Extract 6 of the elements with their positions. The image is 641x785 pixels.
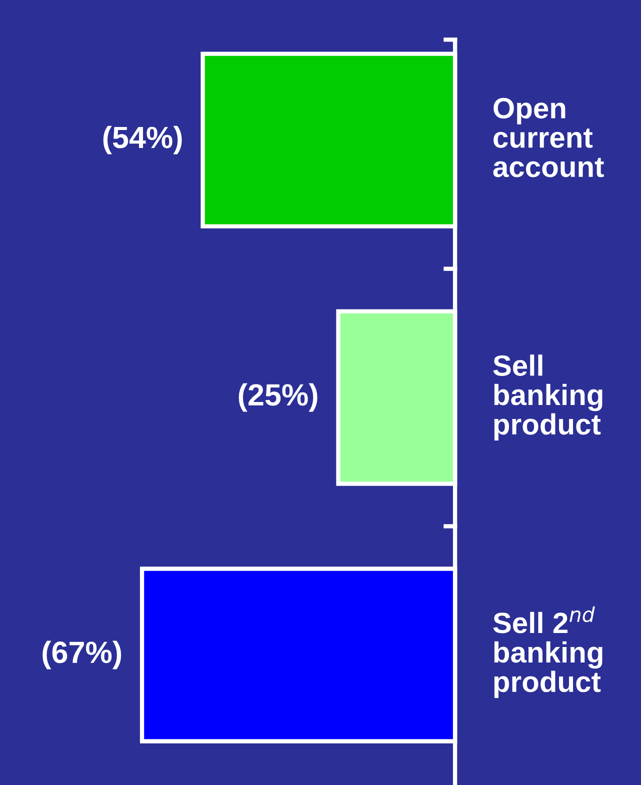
y-tick-label: Open current account	[493, 98, 604, 178]
y-tick-label: Sell 2$^{nd}$ banking product	[493, 606, 602, 698]
data-label: (25%)	[238, 383, 318, 412]
y-tick-label: Sell banking product	[493, 354, 602, 440]
data-label: (54%)	[103, 126, 182, 154]
data-label: (67%)	[42, 640, 122, 670]
